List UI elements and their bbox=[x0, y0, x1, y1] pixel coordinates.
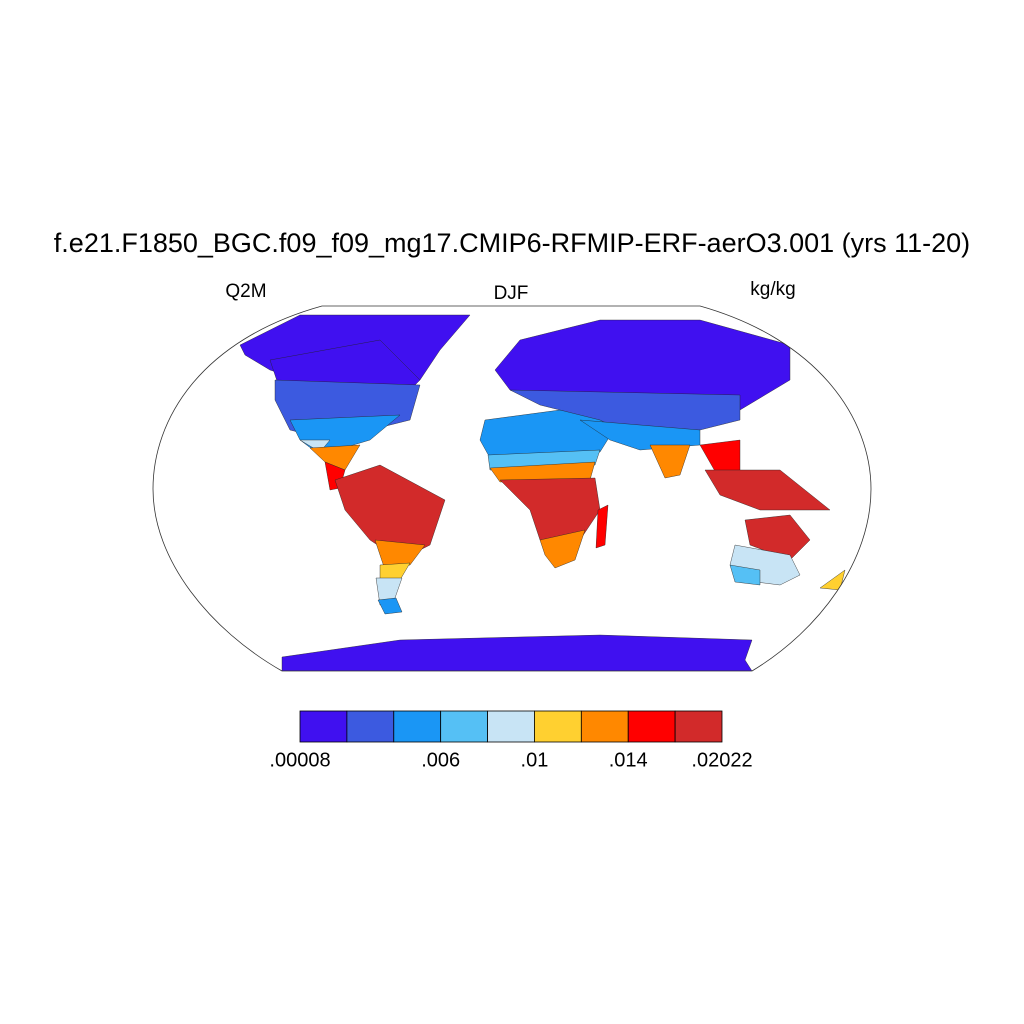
land-region bbox=[374, 539, 426, 571]
land-region bbox=[704, 469, 831, 511]
colorbar-box bbox=[299, 710, 348, 743]
colorbar-box bbox=[393, 710, 442, 743]
land-region bbox=[281, 634, 753, 671]
season-label: DJF bbox=[494, 283, 529, 304]
colorbar-box bbox=[346, 710, 395, 743]
colorbar-box bbox=[440, 710, 488, 743]
variable-label: Q2M bbox=[225, 281, 266, 302]
map-outline bbox=[152, 305, 872, 672]
land-region bbox=[819, 569, 846, 591]
colorbar-box bbox=[534, 710, 582, 743]
colorbar-label: .00008 bbox=[269, 749, 330, 771]
land-region bbox=[377, 597, 403, 615]
colorbar-box bbox=[627, 710, 676, 743]
units-label: kg/kg bbox=[750, 279, 795, 300]
colorbar-box bbox=[674, 710, 723, 743]
map bbox=[239, 314, 846, 671]
land-region bbox=[649, 444, 691, 479]
colorbar-box bbox=[580, 710, 629, 743]
land-region bbox=[744, 514, 811, 561]
colorbar-label: .02022 bbox=[691, 749, 752, 771]
title: f.e21.F1850_BGC.f09_f09_mg17.CMIP6-RFMIP… bbox=[54, 228, 970, 258]
colorbar-box bbox=[487, 710, 535, 743]
colorbar-label: .01 bbox=[521, 749, 549, 771]
colorbar-label: .014 bbox=[609, 749, 648, 771]
land-region bbox=[729, 564, 761, 586]
colorbar-label: .006 bbox=[421, 749, 460, 771]
colorbar: .00008 .006 .01 .014 .02022 bbox=[269, 710, 753, 771]
land-region bbox=[539, 529, 586, 569]
land-region bbox=[595, 504, 609, 549]
